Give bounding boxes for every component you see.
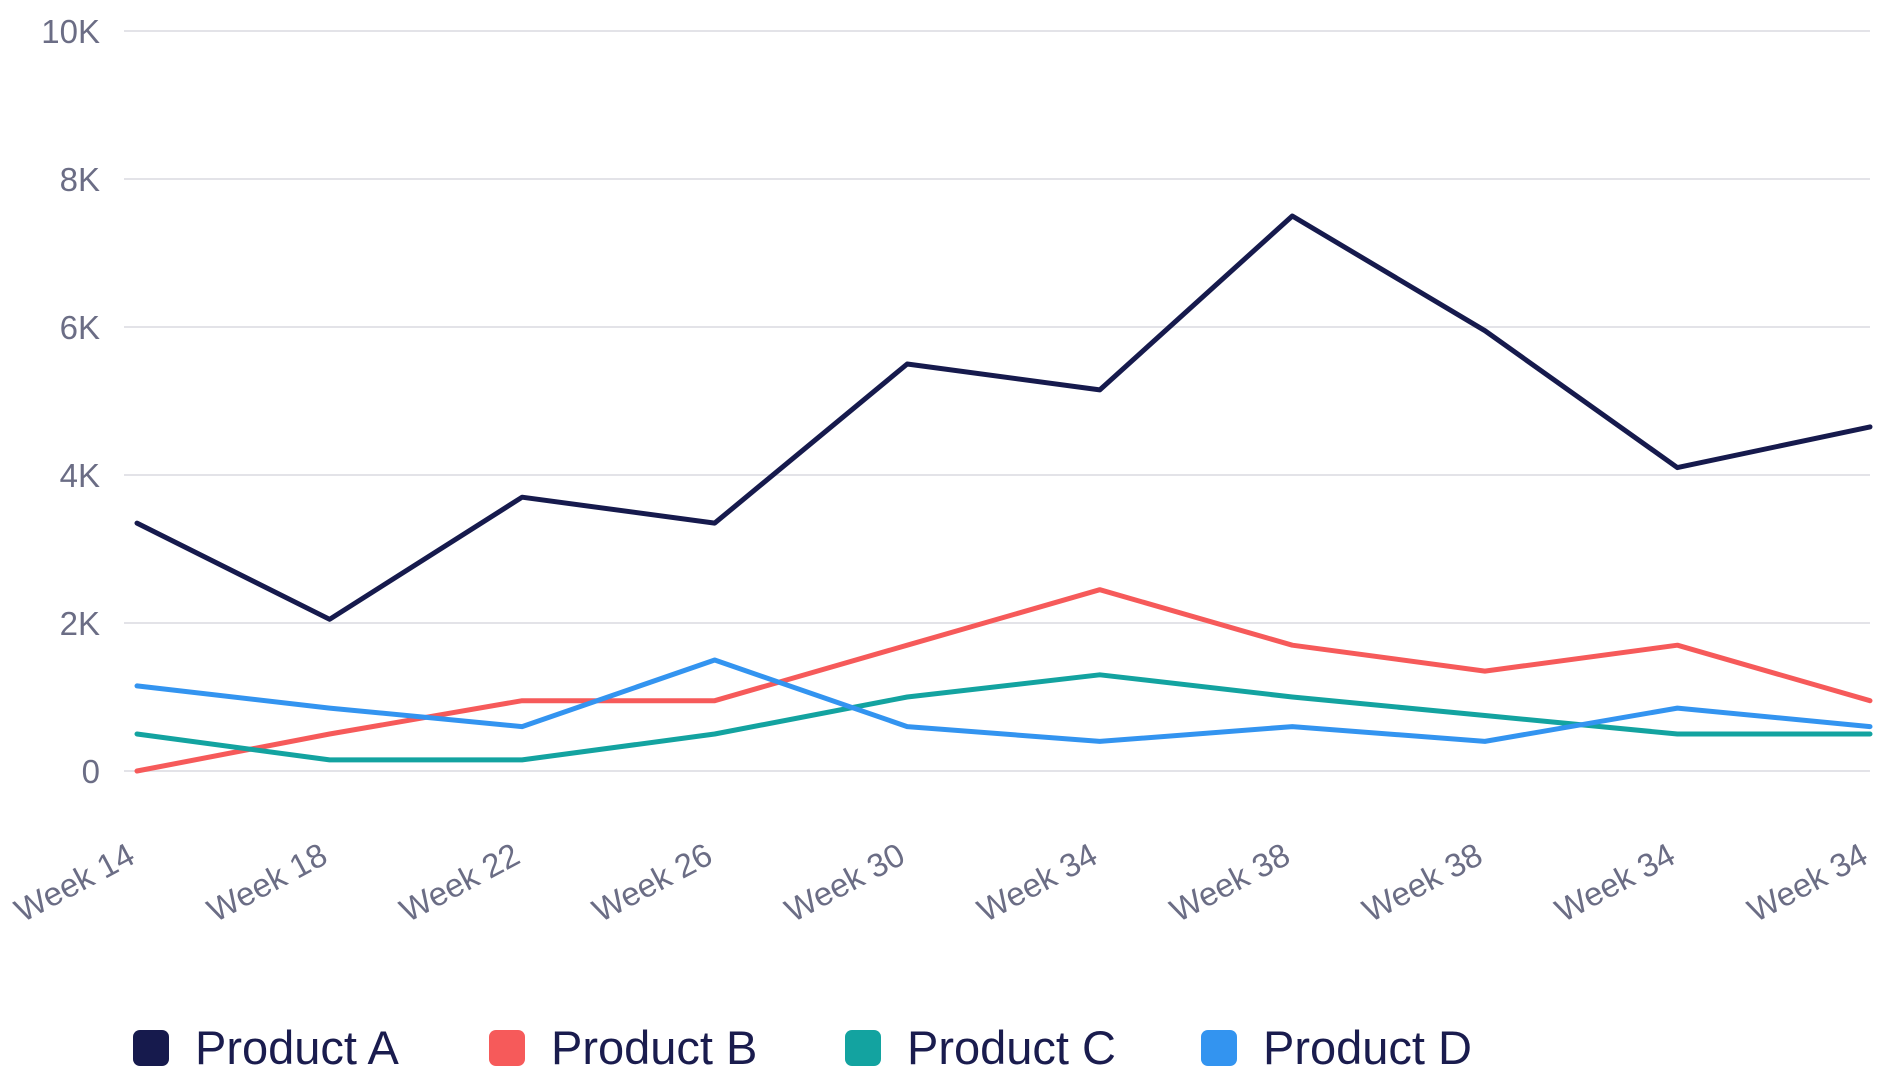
x-tick-label: Week 26 <box>586 836 718 930</box>
series-line-product-d <box>134 657 1873 744</box>
series-line-product-a <box>134 213 1873 622</box>
legend-item-product-b: Product B <box>489 1021 757 1074</box>
series-line-product-b <box>134 587 1873 774</box>
x-axis: Week 14 Week 18 Week 22 Week 26 Week 30 Week … <box>8 836 1873 930</box>
legend-item-product-a: Product A <box>133 1021 399 1074</box>
x-tick-label: Week 34 <box>1549 836 1681 930</box>
legend-swatch <box>1201 1030 1237 1066</box>
legend: Product A Product B Product C Product D <box>133 1021 1472 1074</box>
x-tick-label: Week 38 <box>1164 836 1296 930</box>
y-axis: 0 2K 4K 6K 8K 10K <box>41 13 100 790</box>
legend-item-product-c: Product C <box>845 1021 1116 1074</box>
y-tick-label: 2K <box>60 605 100 642</box>
legend-label: Product B <box>551 1021 757 1074</box>
x-tick-label: Week 18 <box>201 836 333 930</box>
x-tick-label: Week 30 <box>779 836 911 930</box>
x-tick-label: Week 34 <box>1741 836 1873 930</box>
y-tick-label: 10K <box>41 13 100 50</box>
legend-swatch <box>845 1030 881 1066</box>
x-tick-label: Week 14 <box>8 836 140 930</box>
x-tick-label: Week 34 <box>971 836 1103 930</box>
grid <box>124 30 1870 772</box>
x-tick-label: Week 38 <box>1356 836 1488 930</box>
legend-label: Product D <box>1263 1021 1472 1074</box>
y-tick-label: 8K <box>60 161 100 198</box>
y-tick-label: 0 <box>82 753 100 790</box>
legend-label: Product A <box>195 1021 399 1074</box>
y-tick-label: 4K <box>60 457 100 494</box>
x-tick-label: Week 22 <box>394 836 526 930</box>
y-tick-label: 6K <box>60 309 100 346</box>
legend-label: Product C <box>907 1021 1116 1074</box>
legend-item-product-d: Product D <box>1201 1021 1472 1074</box>
legend-swatch <box>489 1030 525 1066</box>
legend-swatch <box>133 1030 169 1066</box>
series-lines <box>134 213 1873 774</box>
